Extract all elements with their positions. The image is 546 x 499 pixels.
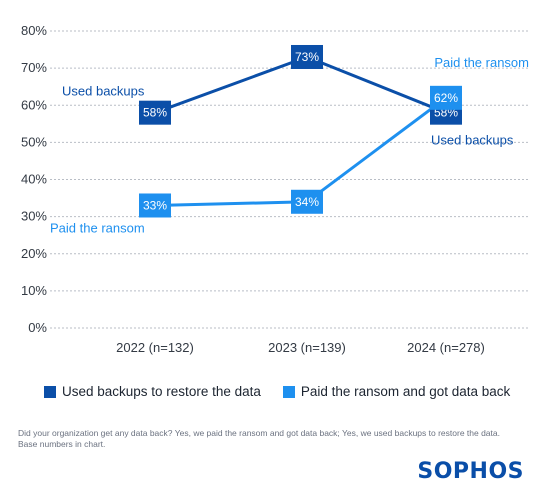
- legend-item-used-backups: Used backups to restore the data: [44, 384, 261, 399]
- annotation-label: Paid the ransom: [50, 220, 145, 235]
- data-label: 73%: [295, 50, 319, 64]
- y-tick-label: 50%: [21, 134, 47, 149]
- data-label: 58%: [143, 106, 167, 120]
- y-tick-label: 80%: [21, 23, 47, 38]
- line-chart: 0% 10% 20% 30% 40% 50% 60% 70% 80% 2022 (n=132) 20…: [21, 23, 529, 355]
- annotation-label: Used backups: [431, 133, 514, 148]
- data-point-marker: [139, 100, 171, 125]
- y-tick-label: 20%: [21, 246, 47, 261]
- legend-swatch-used-backups: [44, 385, 56, 398]
- x-tick-label: 2023 (n=139): [268, 340, 346, 355]
- data-point-marker: [291, 44, 323, 69]
- legend-label-used-backups: Used backups to restore the data: [62, 384, 261, 399]
- y-tick-label: 10%: [21, 283, 47, 298]
- y-tick-label: 70%: [21, 60, 47, 75]
- x-tick-label: 2022 (n=132): [116, 340, 194, 355]
- y-tick-label: 0%: [28, 320, 47, 335]
- data-point-marker: [139, 193, 171, 218]
- legend-label-paid-ransom: Paid the ransom and got data back: [300, 384, 511, 399]
- legend: Used backups to restore the data Paid th…: [44, 384, 510, 399]
- y-tick-label: 40%: [21, 172, 47, 187]
- footnote: Did your organization get any data back?…: [18, 428, 500, 449]
- sophos-logo: SOPHOS: [417, 459, 524, 484]
- series-line: [154, 96, 447, 207]
- y-tick-label: 60%: [21, 97, 47, 112]
- legend-item-paid-ransom: Paid the ransom and got data back: [282, 384, 511, 399]
- data-label: 34%: [295, 195, 319, 209]
- legend-swatch-paid-ransom: [282, 385, 295, 398]
- data-label: 33%: [143, 198, 167, 212]
- data-point-marker: [430, 85, 462, 110]
- data-point-marker: [291, 189, 323, 214]
- x-tick-label: 2024 (n=278): [407, 340, 485, 355]
- annotation-label: Used backups: [62, 84, 145, 99]
- y-tick-label: 30%: [21, 209, 47, 224]
- annotation-label: Paid the ransom: [434, 55, 529, 70]
- data-label: 62%: [434, 91, 458, 105]
